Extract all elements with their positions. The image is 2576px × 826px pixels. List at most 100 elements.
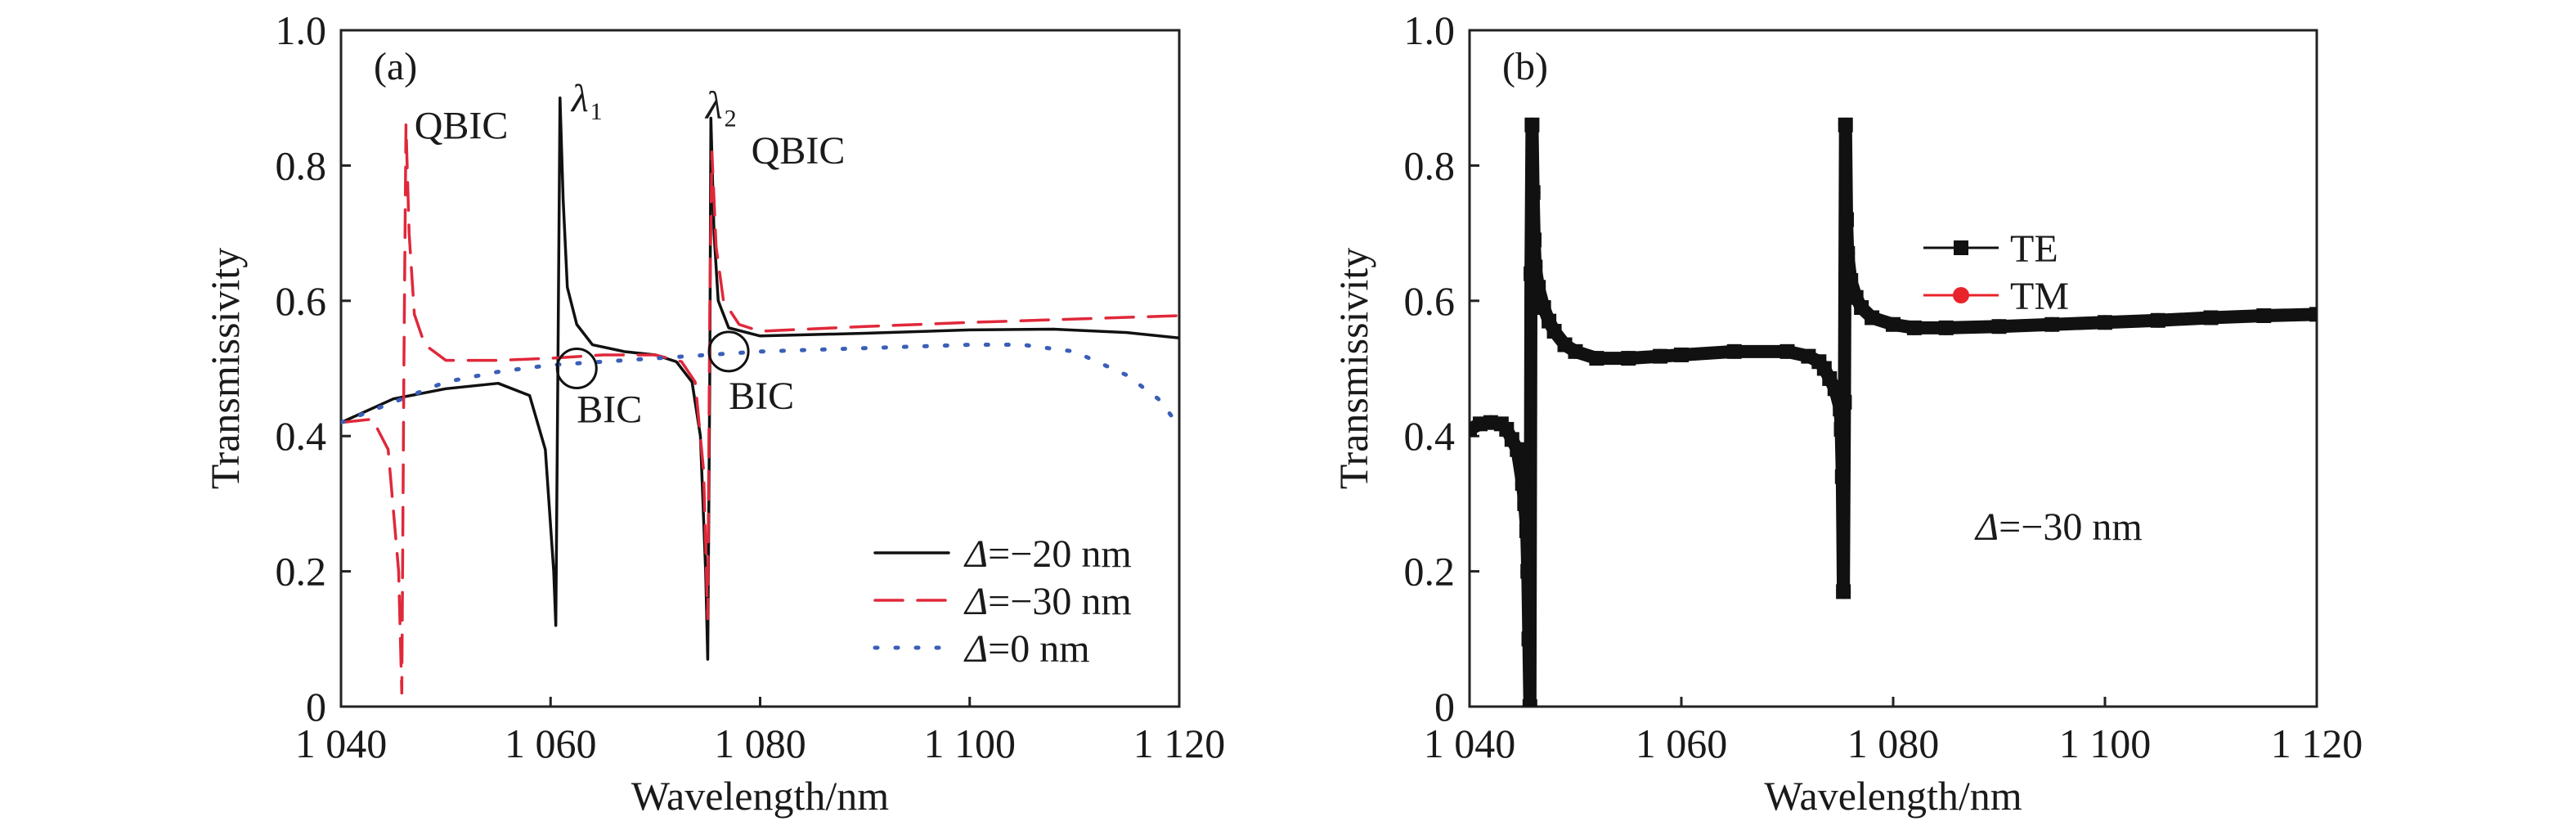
legend-text: =−30 nm [988, 580, 1131, 623]
marker-TE [1991, 319, 2007, 334]
marker-TE [1834, 469, 1850, 484]
marker-TE [1865, 310, 1880, 325]
annotation-text: λ [570, 77, 589, 120]
marker-TE [1653, 348, 1668, 364]
marker-TE [1833, 421, 1849, 437]
annotation-text: BIC [729, 375, 794, 418]
marker-TE [1906, 320, 1922, 335]
marker-TE [1779, 343, 1795, 359]
annotation-text: QBIC [752, 129, 846, 173]
marker-TE [2256, 308, 2272, 323]
y-tick-label: 1.0 [276, 7, 327, 53]
y-tick-label: 0.2 [276, 549, 327, 595]
x-tick-label: 1 060 [1636, 721, 1728, 766]
series-band-TE [1470, 118, 2317, 707]
bic-circle [555, 348, 598, 389]
marker-TE [1520, 563, 1536, 579]
marker-TE [1674, 347, 1689, 362]
marker-TE [2309, 307, 2317, 322]
legend-delta: Δ [963, 532, 988, 576]
y-tick-label: 0.8 [1404, 142, 1456, 188]
note-text: =−30 nm [1999, 505, 2142, 549]
note-delta: Δ [1974, 505, 1999, 549]
marker-TE [1510, 442, 1525, 457]
marker-TE [1836, 584, 1851, 599]
marker-TE [1840, 245, 1856, 261]
y-tick-label: 0.4 [276, 413, 327, 459]
y-tick-label: 0 [1434, 684, 1455, 729]
marker-TE [1521, 631, 1537, 647]
annotation-text: QBIC [415, 104, 509, 147]
y-axis-label: Transmissivity [1331, 248, 1376, 489]
annotation-text: λ [704, 84, 723, 128]
plot-area [1470, 117, 2317, 707]
x-tick-label: 1 040 [295, 721, 388, 766]
marker-TE [1838, 117, 1853, 132]
annotation-0: QBIC [415, 104, 509, 147]
annotation-5: BIC [729, 375, 794, 418]
y-tick-label: 0.8 [276, 142, 327, 188]
x-tick-label: 1 040 [1424, 721, 1516, 766]
marker-TE [1726, 343, 1742, 359]
legend-marker-1 [1953, 287, 1969, 303]
y-tick-label: 0.6 [276, 278, 327, 324]
marker-TE [1837, 394, 1852, 410]
series-band-TM [1470, 119, 2317, 707]
legend-label-1: Δ=−30 nm [963, 580, 1132, 623]
plot-frame [1468, 29, 2318, 708]
x-axis-label: Wavelength/nm [631, 773, 889, 819]
marker-TE [1886, 316, 1901, 332]
marker-TE [1589, 351, 1604, 366]
marker-TE [1515, 476, 1530, 492]
marker-TE [2044, 316, 2060, 332]
marker-TE [1546, 324, 1562, 339]
y-axis-label: Transmissivity [202, 248, 248, 489]
annotation-4: BIC [577, 388, 642, 432]
panel-label: (b) [1502, 45, 1548, 88]
x-tick-label: 1 120 [1133, 721, 1226, 766]
marker-TE [2098, 315, 2112, 330]
x-tick-label: 1 100 [2059, 721, 2152, 766]
x-tick-label: 1 080 [714, 721, 806, 766]
annotation-2: λ2 [704, 84, 737, 132]
series-line-1 [341, 123, 1179, 695]
delta-note: Δ=−30 nm [1974, 505, 2143, 549]
marker-TE [1843, 272, 1859, 288]
marker-TE [1827, 381, 1842, 397]
marker-TE [1524, 117, 1540, 132]
marker-TE [1528, 259, 1543, 275]
y-tick-label: 0.4 [1404, 413, 1456, 459]
x-tick-label: 1 080 [1847, 721, 1940, 766]
panel-a: 1 040 1 060 1 080 1 100 1 120 0 0.2 0.4 0.6 0.8 1.… [202, 7, 1225, 819]
marker-TE [1531, 280, 1546, 295]
legend-marker-0 [1954, 240, 1968, 255]
legend-delta: Δ [963, 627, 988, 671]
plot-area [341, 96, 1179, 695]
legend-label-0: Δ=−20 nm [963, 532, 1132, 576]
annotation-subscript: 2 [725, 105, 737, 132]
marker-TE [1517, 496, 1533, 511]
annotation-subscript: 1 [590, 98, 603, 125]
y-tick-label: 0.2 [1404, 549, 1456, 595]
x-axis-label: Wavelength/nm [1764, 773, 2022, 819]
marker-TE [1536, 300, 1551, 316]
marker-TE [1525, 185, 1541, 200]
legend-text: =0 nm [988, 627, 1089, 671]
y-tick-label: 0.6 [1404, 278, 1456, 324]
legend-label-1: TM [2010, 275, 2069, 318]
annotation-1: λ1 [570, 77, 603, 125]
y-tick-label: 1.0 [1404, 7, 1456, 53]
bic-circle [707, 330, 750, 373]
marker-TE [2203, 310, 2219, 325]
x-tick-label: 1 060 [505, 721, 597, 766]
series-line-2 [341, 343, 1179, 429]
legend-text: =−20 nm [988, 532, 1131, 576]
panel-b: 1 040 1 060 1 080 1 100 1 120 0 0.2 0.4 0.6 0.8 1.… [1331, 7, 2363, 819]
y-tick-label: 0 [306, 684, 326, 729]
x-tick-label: 1 100 [924, 721, 1016, 766]
marker-TE [1938, 320, 1954, 335]
marker-TE [1522, 699, 1537, 707]
marker-TE [1621, 351, 1636, 366]
x-tick-label: 1 120 [2271, 721, 2363, 766]
